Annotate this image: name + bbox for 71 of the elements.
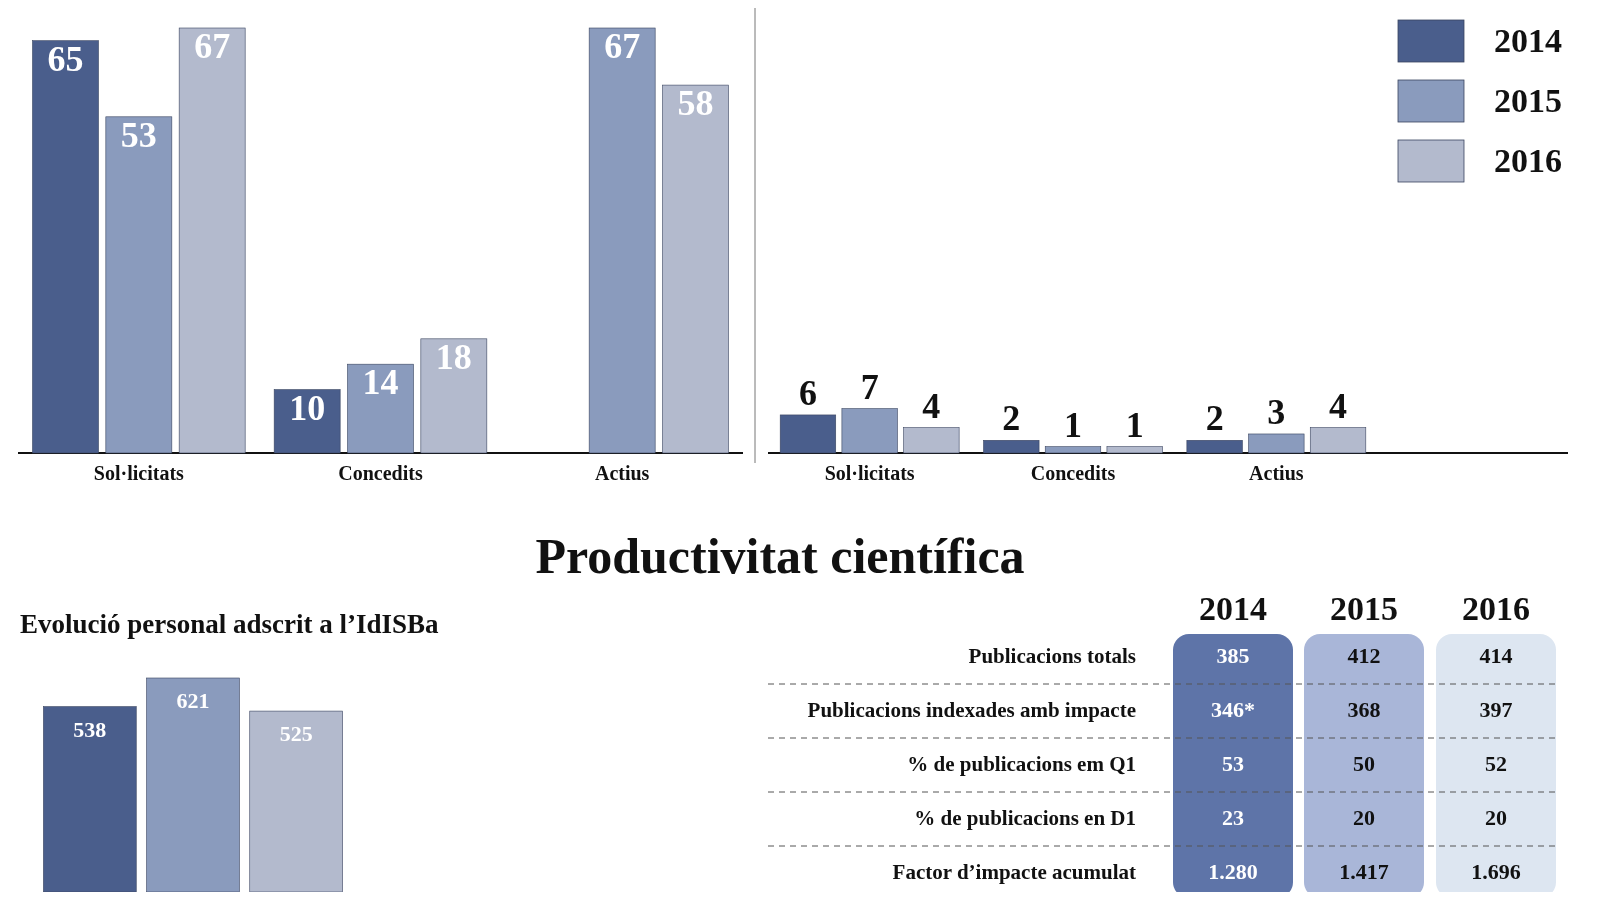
data-label: 65 (47, 38, 84, 79)
x-tick-label: Concedits (338, 462, 423, 484)
bar (841, 408, 898, 454)
series-label: 2015 (1330, 590, 1398, 627)
data-label: 525 (279, 721, 313, 747)
data-label: 4 (922, 385, 941, 426)
data-label: 14 (362, 362, 399, 403)
data-label: 346* (1211, 697, 1255, 722)
x-tick-label: Actius (594, 462, 650, 484)
bar (903, 427, 960, 454)
legend-label: 2016 (1494, 142, 1562, 179)
data-label: 621 (176, 688, 210, 713)
data-label: 53 (120, 114, 157, 155)
bar (273, 389, 341, 454)
data-label: 58 (677, 83, 714, 124)
bar (1248, 433, 1305, 454)
bar (588, 27, 656, 454)
data-label: 18 (435, 336, 472, 377)
series-label: 2014 (1199, 590, 1267, 627)
data-label: 23 (1222, 805, 1244, 830)
bar (420, 338, 488, 454)
bar (983, 440, 1040, 454)
data-label: 385 (1216, 643, 1250, 668)
bar (1309, 427, 1367, 454)
data-label: 368 (1347, 697, 1381, 722)
bar (1106, 446, 1163, 454)
data-label: 538 (73, 716, 107, 742)
data-label: 6 (798, 372, 817, 413)
series-label: 2016 (1462, 590, 1530, 627)
data-label: 3 (1267, 391, 1286, 432)
data-label: 1.417 (1339, 859, 1389, 884)
data-label: 67 (194, 26, 231, 66)
data-label: 1.280 (1208, 859, 1258, 884)
bar (178, 27, 246, 454)
bar (1044, 446, 1102, 454)
data-label: 412 (1347, 643, 1381, 668)
text: Productivitat científica (535, 528, 1025, 584)
data-label: 20 (1485, 805, 1507, 830)
bar (347, 363, 414, 454)
x-tick-label: Concedits (1030, 462, 1116, 484)
data-label: 7 (860, 366, 879, 407)
legend-label: 2015 (1494, 82, 1562, 119)
category-label: % de publicacions em Q1 (907, 752, 1136, 776)
data-label: 67 (604, 26, 641, 66)
x-tick-label: Sol·licitats (824, 462, 915, 484)
data-label: 53 (1222, 751, 1244, 776)
data-label: 1 (1064, 404, 1082, 445)
data-label: 20 (1353, 805, 1375, 830)
bar (662, 84, 729, 454)
data-label: 1 (1125, 404, 1144, 445)
bar (32, 40, 99, 454)
x-tick-label: Actius (1249, 462, 1304, 484)
data-label: 10 (289, 387, 326, 428)
x-tick-label: Sol·licitats (93, 462, 185, 484)
data-label: 2 (1205, 398, 1224, 439)
category-label: Factor d’impacte acumulat (892, 860, 1136, 884)
data-label: 414 (1479, 643, 1513, 668)
data-label: 2 (1002, 398, 1021, 439)
category-label: Publicacions totals (968, 644, 1136, 668)
bar (1186, 440, 1243, 454)
bar (105, 116, 173, 454)
data-label: 50 (1353, 751, 1375, 776)
bar (779, 414, 837, 454)
chart-title: Evolució personal adscrit a l’IdISBa (20, 609, 440, 639)
category-label: Publicacions indexades amb impacte (807, 698, 1136, 722)
category-label: % de publicacions en D1 (914, 806, 1136, 830)
data-label: 4 (1329, 385, 1348, 426)
data-label: 1.696 (1471, 859, 1521, 884)
data-label: 52 (1485, 751, 1507, 776)
legend-label: 2014 (1494, 22, 1562, 59)
data-label: 397 (1479, 697, 1513, 722)
